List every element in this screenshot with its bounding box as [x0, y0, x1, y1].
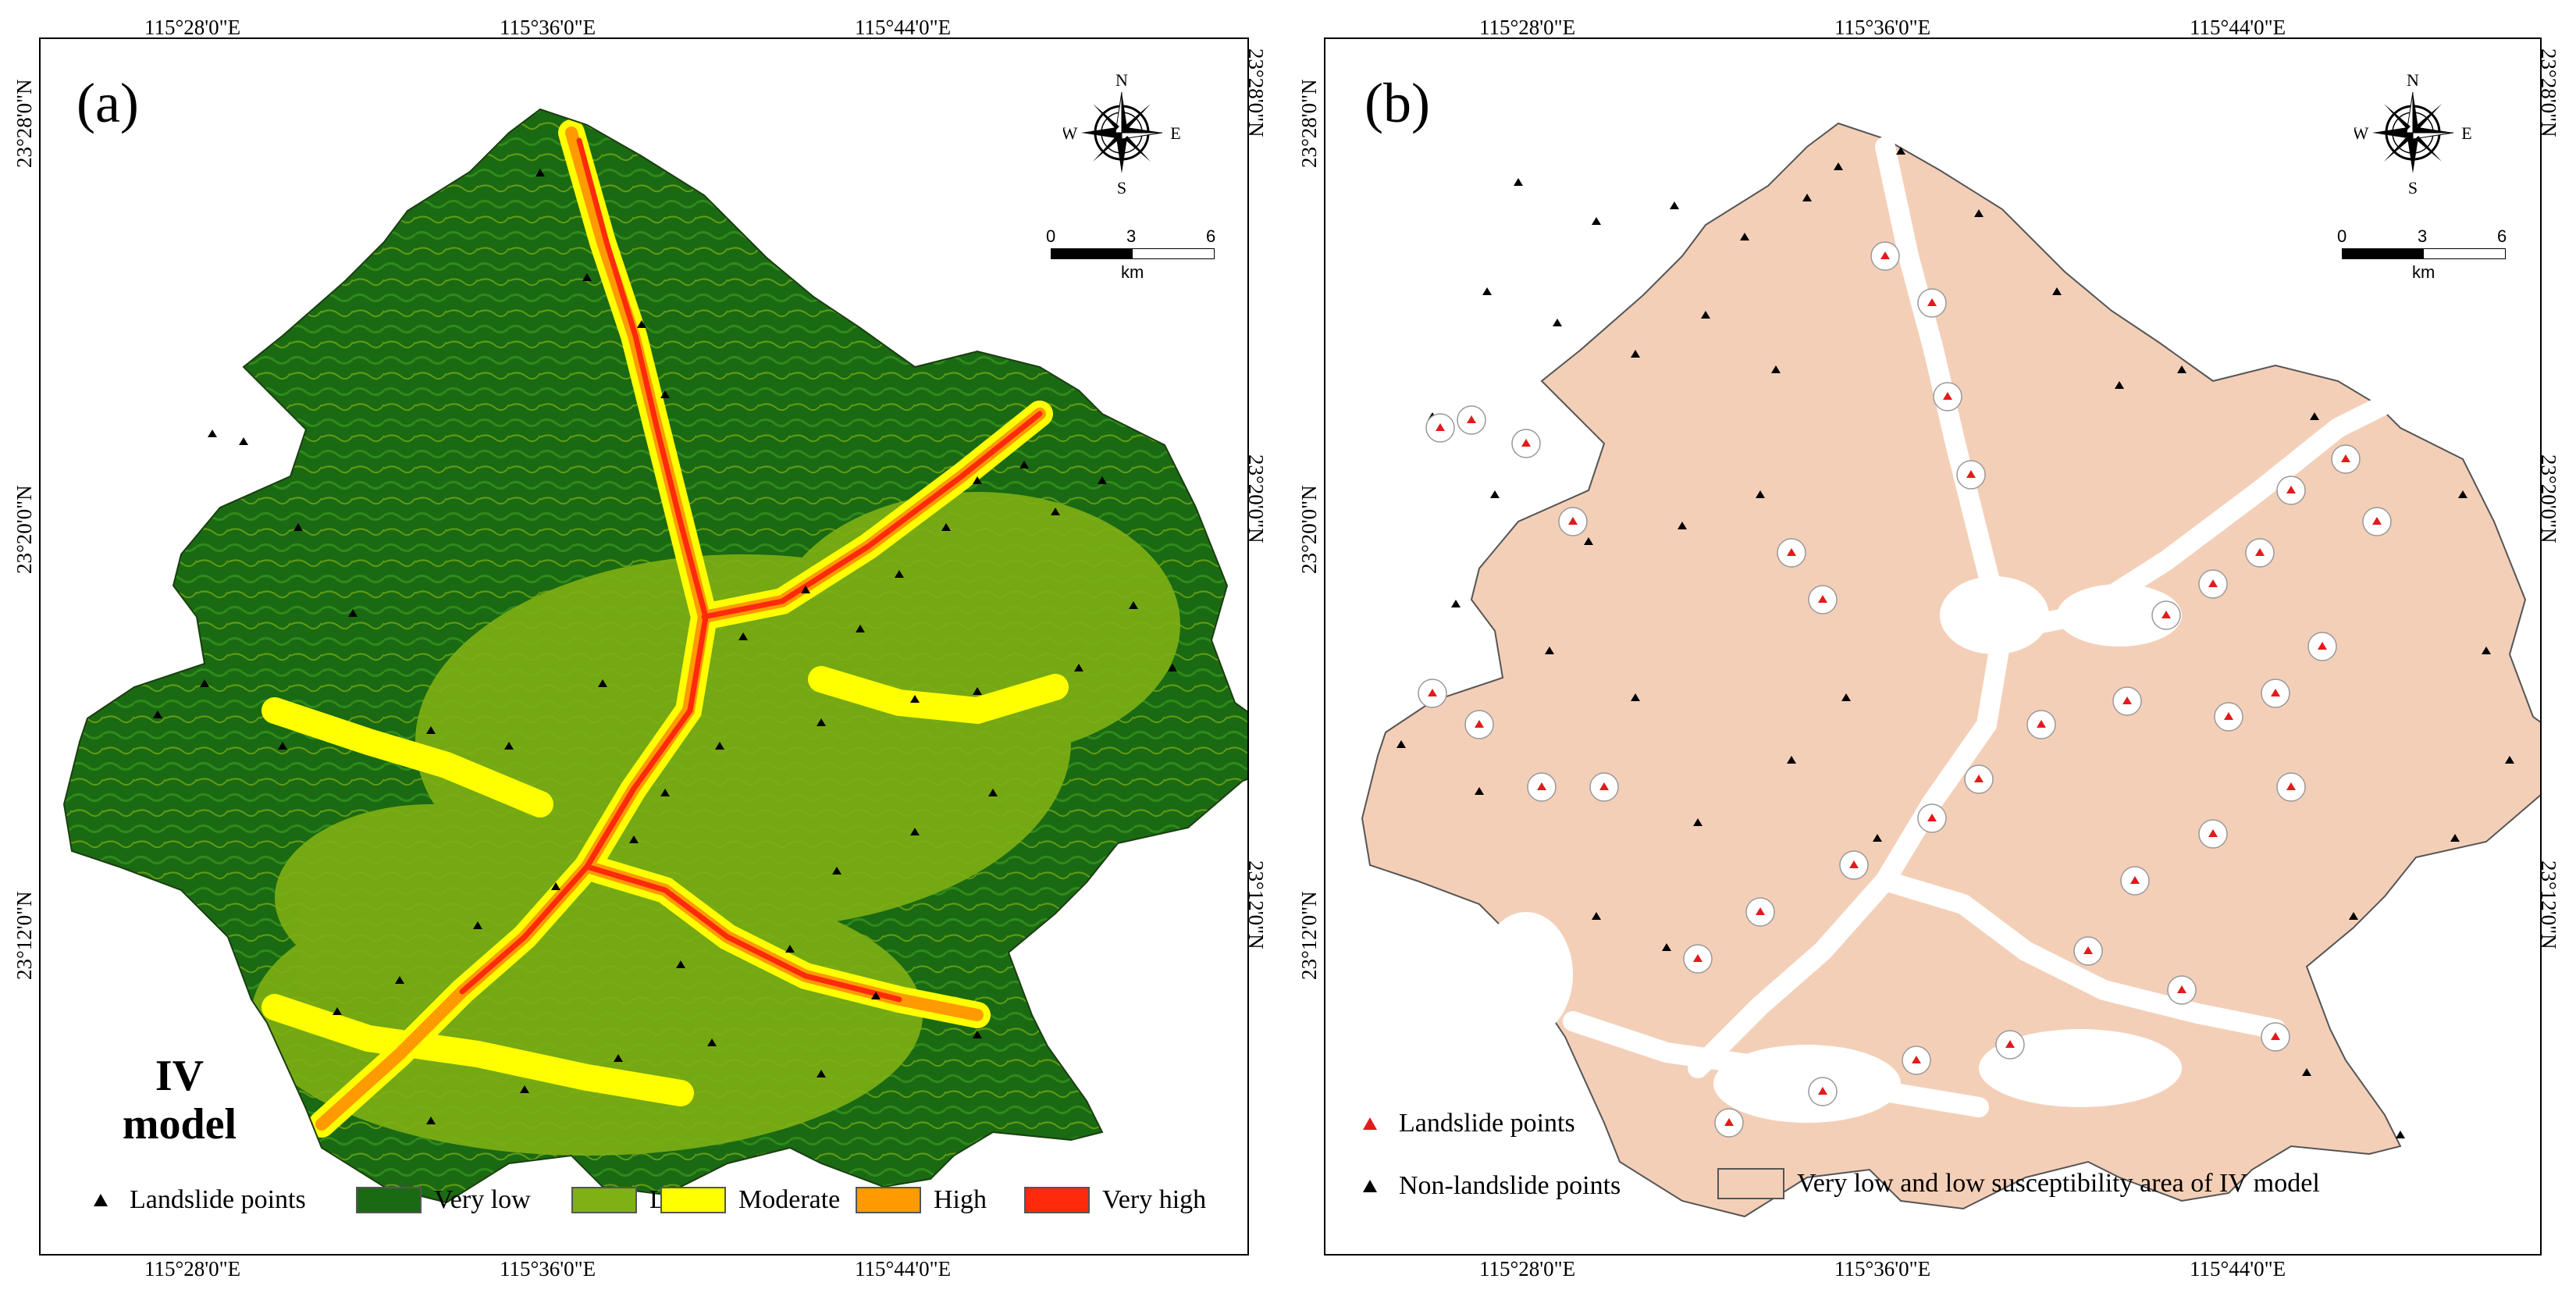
model-label-line2: model — [122, 1099, 237, 1149]
landslide-triangle-icon — [94, 1194, 108, 1206]
model-label: IV model — [94, 1052, 265, 1149]
susceptibility-map — [63, 109, 1247, 1203]
compass-s: S — [1117, 178, 1126, 195]
scale-label-6: 6 — [1206, 226, 1216, 246]
panel-a: 115°28'0"E 115°36'0"E 115°44'0"E 115°28'… — [0, 0, 1280, 1293]
lat-label-left: 23°12'0"N — [1297, 891, 1321, 980]
swatch-moderate — [660, 1187, 726, 1213]
compass-s: S — [2408, 178, 2418, 195]
swatch-low-area — [1717, 1168, 1784, 1199]
lon-label-top: 115°36'0"E — [1834, 16, 1931, 39]
scale-label-0: 0 — [2337, 226, 2347, 246]
lon-label-bottom: 115°28'0"E — [1479, 1257, 1576, 1281]
non-landslide-triangle-icon — [1363, 1180, 1377, 1192]
swatch-very-high — [1024, 1187, 1090, 1213]
lon-label-top: 115°44'0"E — [855, 16, 952, 39]
low-susceptibility-map — [1361, 123, 2540, 1217]
legend-very-low: Very low — [356, 1185, 531, 1215]
lon-label-bottom: 115°36'0"E — [1834, 1257, 1931, 1281]
swatch-low — [571, 1187, 637, 1213]
scale-unit: km — [2412, 262, 2435, 282]
legend-high: High — [856, 1185, 987, 1215]
landslide-points — [153, 169, 1177, 1124]
panel-label-b: (b) — [1364, 72, 1430, 134]
map-frame-a — [39, 37, 1249, 1256]
compass-n: N — [1115, 70, 1128, 90]
scale-label-0: 0 — [1046, 226, 1056, 246]
north-arrow-icon: N S E W — [2354, 70, 2471, 195]
compass-w: W — [2354, 123, 2369, 143]
legend-landslide: Landslide points — [94, 1185, 306, 1215]
legend-non-landslide: Non-landslide points — [1363, 1171, 1621, 1201]
scale-bar: 0 3 6 km — [2337, 226, 2509, 289]
lon-label-bottom: 115°44'0"E — [2190, 1257, 2286, 1281]
lon-label-top: 115°28'0"E — [144, 16, 241, 39]
model-label-line1: IV — [155, 1052, 205, 1100]
legend-very-high: Very high — [1024, 1185, 1206, 1215]
compass-w: W — [1063, 123, 1078, 143]
lat-label-left: 23°20'0"N — [1297, 485, 1321, 574]
compass-n: N — [2407, 70, 2419, 90]
swatch-very-low — [356, 1187, 422, 1213]
lon-label-bottom: 115°44'0"E — [855, 1257, 952, 1281]
scale-label-3: 3 — [2418, 226, 2428, 246]
compass-e: E — [2461, 123, 2471, 143]
scale-bar: 0 3 6 km — [1046, 226, 1218, 289]
lat-label-left: 23°20'0"N — [12, 485, 36, 574]
legend-landslide: Landslide points — [1363, 1109, 1575, 1138]
compass-e: E — [1170, 123, 1180, 143]
panel-b: 115°28'0"E 115°36'0"E 115°44'0"E 115°28'… — [1288, 0, 2576, 1293]
lon-label-top: 115°44'0"E — [2190, 16, 2286, 39]
lon-label-bottom: 115°36'0"E — [500, 1257, 596, 1281]
legend-low-area: Very low and low susceptibility area of … — [1717, 1168, 2320, 1199]
lat-label-left: 23°12'0"N — [12, 891, 36, 980]
lon-label-bottom: 115°28'0"E — [144, 1257, 241, 1281]
landslide-triangle-icon — [1363, 1117, 1377, 1130]
north-arrow-icon: N S E W — [1063, 70, 1180, 195]
scale-unit: km — [1121, 262, 1144, 282]
scale-label-3: 3 — [1126, 226, 1137, 246]
lon-label-top: 115°28'0"E — [1479, 16, 1576, 39]
map-frame-b — [1324, 37, 2542, 1256]
lon-label-top: 115°36'0"E — [500, 16, 596, 39]
lat-label-left: 23°28'0"N — [1297, 79, 1321, 168]
lat-label-left: 23°28'0"N — [12, 79, 36, 168]
panel-label-a: (a) — [76, 72, 139, 134]
swatch-high — [856, 1187, 921, 1213]
legend-moderate: Moderate — [660, 1185, 840, 1215]
scale-label-6: 6 — [2497, 226, 2507, 246]
